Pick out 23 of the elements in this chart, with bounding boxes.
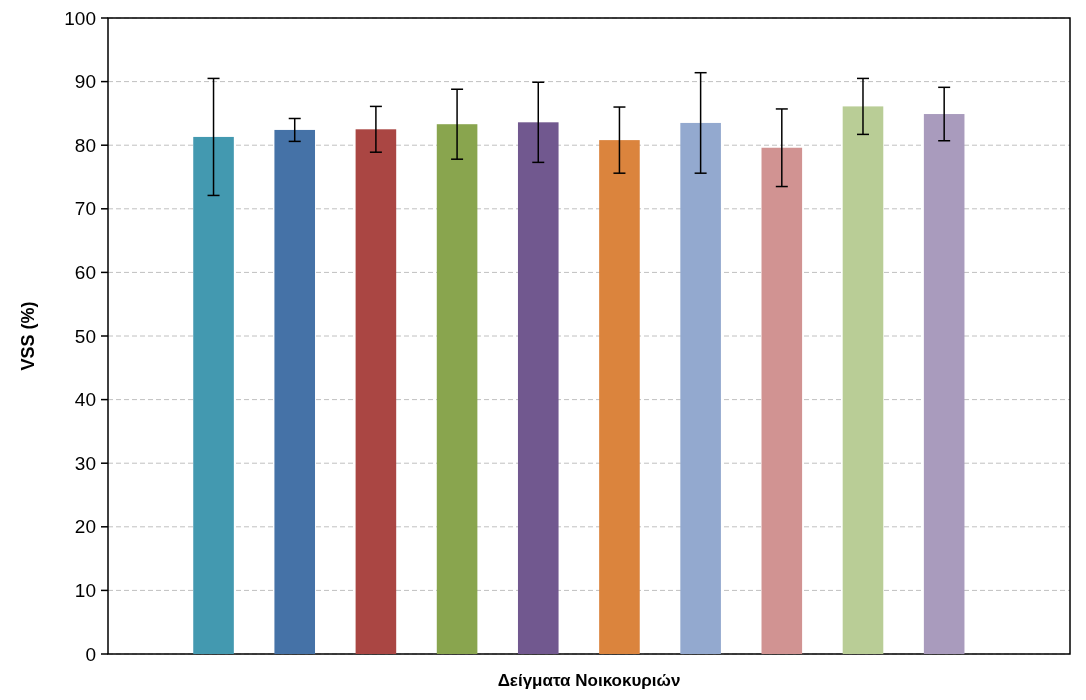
bar — [761, 147, 803, 654]
y-tick-label: 30 — [74, 452, 96, 474]
bar — [436, 124, 478, 654]
bar — [842, 106, 884, 654]
bar — [193, 136, 234, 654]
y-tick-label: 60 — [74, 262, 96, 284]
bar — [680, 122, 721, 654]
y-tick-label: 80 — [74, 134, 96, 156]
bar — [355, 129, 397, 654]
bar — [923, 114, 965, 654]
y-tick-label: 90 — [74, 71, 96, 93]
y-tick-label: 40 — [74, 389, 96, 411]
y-tick-label: 70 — [74, 198, 96, 220]
y-tick-label: 100 — [64, 7, 96, 29]
y-tick-label: 10 — [74, 580, 96, 602]
y-tick-label: 50 — [74, 325, 96, 347]
y-axis-title: VSS (%) — [18, 301, 38, 371]
bar — [517, 122, 559, 654]
y-tick-label: 20 — [74, 516, 96, 538]
x-axis-title: Δείγματα Νοικοκυριών — [497, 671, 681, 690]
bar — [599, 140, 640, 654]
y-tick-label: 0 — [85, 643, 96, 665]
bar — [274, 129, 316, 654]
